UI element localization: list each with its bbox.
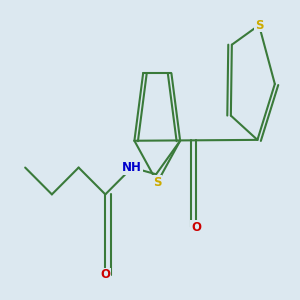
Text: NH: NH [122, 161, 142, 174]
Text: S: S [153, 176, 161, 189]
Text: O: O [100, 268, 110, 281]
Text: S: S [255, 19, 263, 32]
Text: O: O [191, 221, 201, 234]
